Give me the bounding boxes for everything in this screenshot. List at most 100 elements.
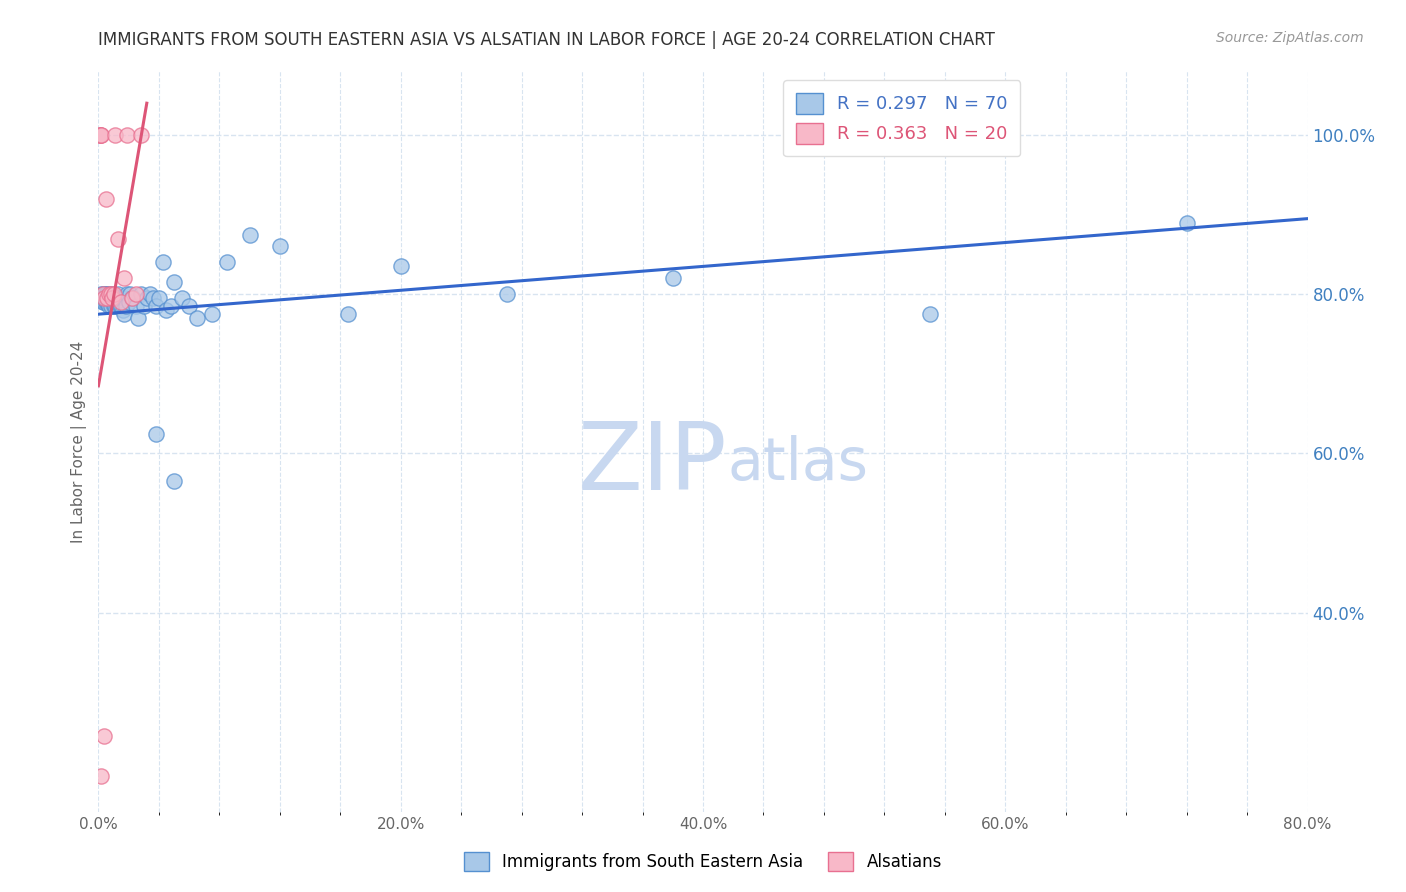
- Point: [121, 291, 143, 305]
- Point: [145, 426, 167, 441]
- Text: Source: ZipAtlas.com: Source: ZipAtlas.com: [1216, 31, 1364, 45]
- Point: [100, 295, 122, 310]
- Point: [90, 287, 112, 301]
- Point: [101, 291, 124, 305]
- Point: [112, 291, 135, 305]
- Point: [103, 299, 125, 313]
- Point: [91, 291, 114, 305]
- Point: [93, 287, 115, 301]
- Point: [139, 287, 162, 301]
- Point: [111, 303, 134, 318]
- Point: [93, 295, 115, 310]
- Point: [105, 299, 128, 313]
- Point: [108, 299, 131, 313]
- Point: [94, 192, 117, 206]
- Point: [115, 287, 138, 301]
- Point: [105, 295, 128, 310]
- Point: [98, 287, 121, 301]
- Point: [90, 128, 112, 142]
- Point: [112, 271, 135, 285]
- Point: [127, 311, 149, 326]
- Point: [91, 287, 114, 301]
- Point: [179, 299, 201, 313]
- Point: [107, 231, 129, 245]
- Point: [89, 291, 111, 305]
- Point: [101, 287, 124, 301]
- Point: [107, 287, 129, 301]
- Point: [100, 287, 122, 301]
- Point: [135, 291, 157, 305]
- Point: [155, 303, 177, 318]
- Point: [104, 299, 127, 313]
- Point: [112, 307, 135, 321]
- Point: [103, 295, 125, 310]
- Point: [132, 299, 155, 313]
- Point: [1175, 216, 1198, 230]
- Point: [96, 295, 118, 310]
- Point: [90, 291, 112, 305]
- Point: [91, 295, 114, 310]
- Point: [110, 291, 132, 305]
- Point: [129, 287, 152, 301]
- Point: [91, 287, 114, 301]
- Point: [96, 291, 118, 305]
- Point: [89, 128, 111, 142]
- Point: [142, 291, 165, 305]
- Point: [118, 295, 141, 310]
- Point: [336, 307, 359, 321]
- Point: [148, 291, 170, 305]
- Legend: Immigrants from South Eastern Asia, Alsatians: Immigrants from South Eastern Asia, Alsa…: [456, 843, 950, 880]
- Point: [93, 291, 115, 305]
- Legend: R = 0.297   N = 70, R = 0.363   N = 20: R = 0.297 N = 70, R = 0.363 N = 20: [783, 80, 1021, 156]
- Point: [918, 307, 941, 321]
- Point: [110, 295, 132, 310]
- Point: [110, 299, 132, 313]
- Point: [100, 291, 122, 305]
- Point: [239, 227, 262, 242]
- Point: [108, 295, 131, 310]
- Point: [495, 287, 517, 301]
- Point: [170, 291, 193, 305]
- Point: [103, 287, 125, 301]
- Point: [98, 291, 121, 305]
- Point: [96, 287, 118, 301]
- Point: [160, 299, 183, 313]
- Point: [90, 769, 112, 783]
- Point: [121, 291, 143, 305]
- Point: [145, 299, 167, 313]
- Point: [152, 255, 174, 269]
- Y-axis label: In Labor Force | Age 20-24: In Labor Force | Age 20-24: [72, 341, 87, 542]
- Point: [114, 299, 136, 313]
- Point: [163, 475, 186, 489]
- Point: [389, 260, 412, 274]
- Point: [104, 128, 127, 142]
- Point: [201, 307, 224, 321]
- Point: [90, 128, 112, 142]
- Point: [122, 291, 145, 305]
- Point: [93, 729, 115, 743]
- Point: [163, 276, 186, 290]
- Point: [125, 299, 148, 313]
- Point: [100, 299, 122, 313]
- Point: [89, 128, 111, 142]
- Point: [104, 291, 127, 305]
- Text: ZIP: ZIP: [578, 417, 727, 509]
- Point: [120, 287, 142, 301]
- Point: [661, 271, 683, 285]
- Point: [103, 291, 125, 305]
- Text: atlas: atlas: [727, 435, 868, 492]
- Point: [101, 291, 124, 305]
- Point: [94, 291, 117, 305]
- Point: [129, 128, 152, 142]
- Point: [98, 287, 121, 301]
- Point: [125, 287, 148, 301]
- Point: [93, 291, 115, 305]
- Point: [94, 295, 117, 310]
- Point: [115, 128, 138, 142]
- Point: [186, 311, 208, 326]
- Point: [215, 255, 238, 269]
- Point: [98, 299, 121, 313]
- Text: IMMIGRANTS FROM SOUTH EASTERN ASIA VS ALSATIAN IN LABOR FORCE | AGE 20-24 CORREL: IMMIGRANTS FROM SOUTH EASTERN ASIA VS AL…: [98, 31, 995, 49]
- Point: [94, 287, 117, 301]
- Point: [96, 291, 118, 305]
